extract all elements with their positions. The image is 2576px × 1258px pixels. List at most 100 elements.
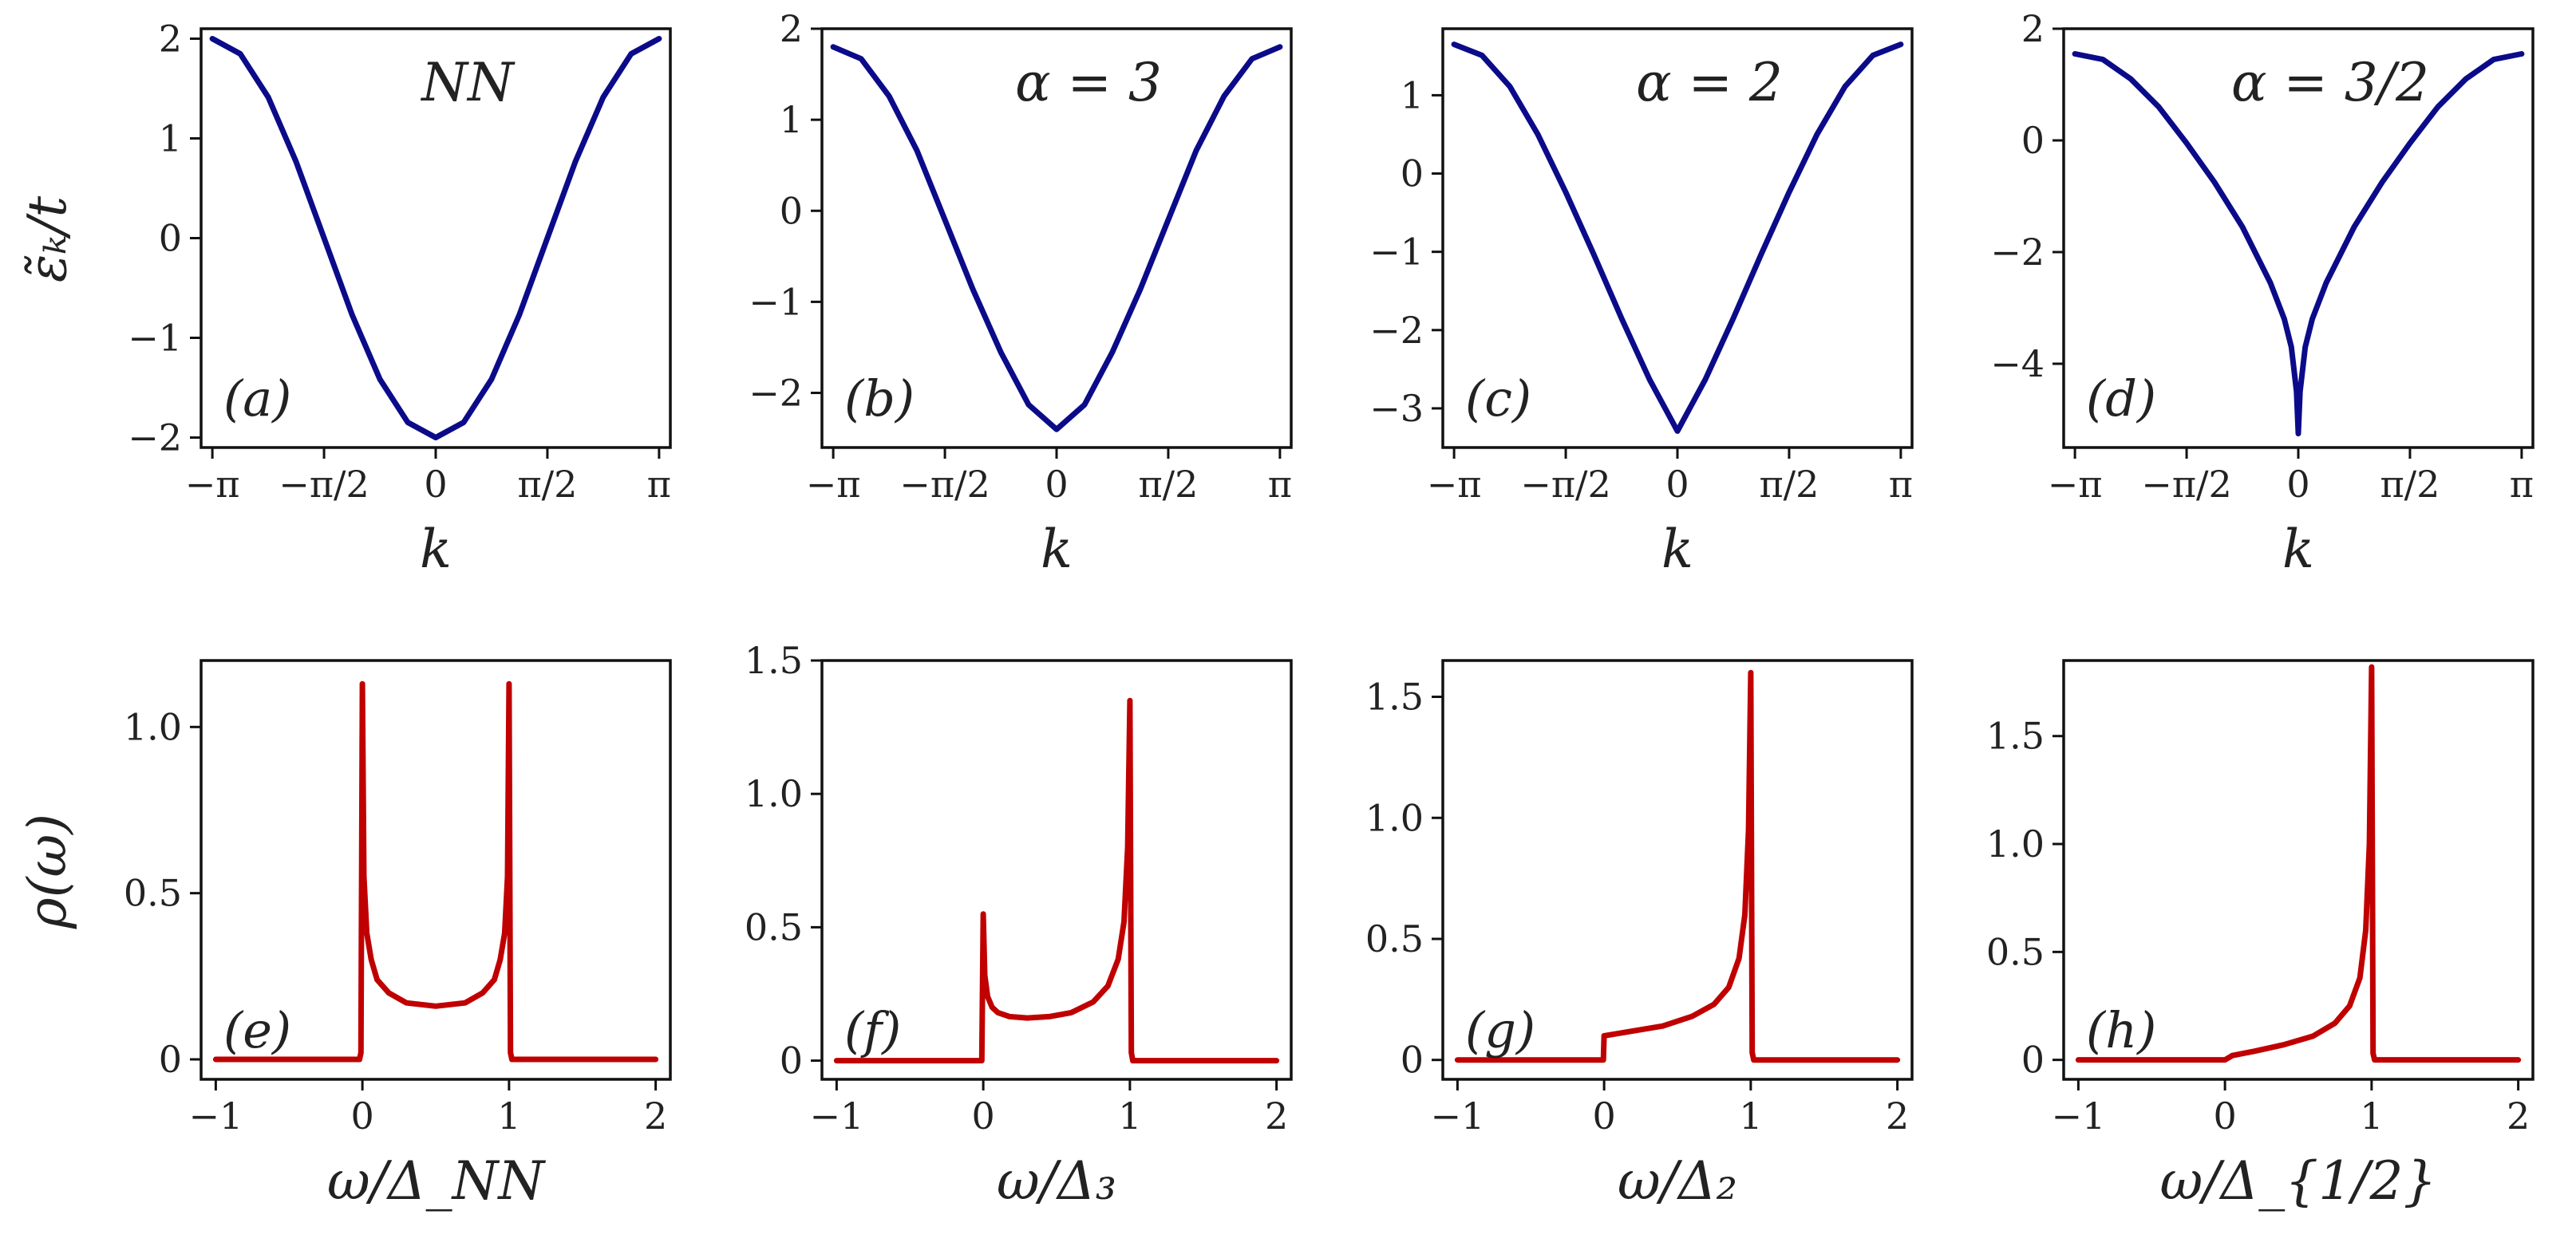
series-line-a	[209, 36, 662, 440]
x-tick-label-e: 0	[350, 1094, 373, 1138]
y-tick-label-g: 0	[1401, 1039, 1424, 1082]
panel-title-d: α = 3/2	[2231, 52, 2429, 113]
x-tick-label-g: 0	[1592, 1094, 1615, 1138]
y-tick-label-a: 1	[159, 117, 182, 160]
y-tick-label-c: −1	[1369, 231, 1424, 274]
series-line-h	[2075, 664, 2522, 1063]
y-tick-label-g: 1.0	[1365, 796, 1424, 839]
x-tick-label-f: 0	[971, 1094, 994, 1138]
x-tick-label-a: π	[647, 463, 671, 506]
y-tick-label-d: 0	[2021, 119, 2045, 162]
top-row-ylabel: ε̃ₖ/t	[17, 195, 78, 282]
y-tick-label-h: 1.0	[1986, 822, 2045, 866]
x-tick-label-c: −π	[1427, 463, 1482, 506]
y-tick-label-f: 1.0	[745, 772, 803, 815]
series-line-d	[2072, 51, 2525, 436]
x-tick-label-a: 0	[424, 463, 447, 506]
y-tick-label-h: 0.5	[1986, 930, 2045, 973]
x-tick-label-d: 0	[2286, 463, 2309, 506]
panel-a: −π −π/2 0 π/2 π −2 −1 0 1 2 k (a) NN	[128, 18, 672, 580]
x-tick-label-g: 2	[1886, 1094, 1909, 1138]
y-tick-label-d: −2	[1990, 231, 2045, 274]
series-line-c	[1451, 41, 1904, 434]
panel-title-a: NN	[420, 52, 516, 113]
panel-h: −1 0 1 200.51.01.5ω/Δ_{1/2}(h)	[1986, 659, 2535, 1212]
y-tick-label-e: 1.0	[124, 705, 182, 748]
series-line-e	[212, 680, 659, 1063]
x-axis-label-g: ω/Δ₂	[1618, 1150, 1737, 1212]
y-tick-label-d: −4	[1990, 342, 2045, 385]
y-tick-label-e: 0	[159, 1038, 182, 1081]
x-tick-label-g: −1	[1430, 1094, 1484, 1138]
x-tick-label-e: 1	[497, 1094, 520, 1138]
x-axis-label-a: k	[420, 519, 452, 580]
y-tick-label-e: 0.5	[124, 872, 182, 915]
x-axis-label-b: k	[1041, 519, 1073, 580]
y-tick-label-a: 2	[159, 18, 182, 61]
y-tick-label-h: 1.5	[1986, 715, 2045, 758]
x-tick-label-h: 0	[2213, 1094, 2236, 1138]
y-tick-label-a: 0	[159, 217, 182, 260]
panel-b: −π −π/2 0 π/2 π −2 −1 0 1 2 k (b) α = 3	[749, 7, 1293, 580]
panel-tag-c: (c)	[1465, 369, 1531, 428]
x-tick-label-f: −1	[809, 1094, 863, 1138]
panel-tag-f: (f)	[844, 1001, 901, 1059]
x-tick-label-b: π/2	[1138, 463, 1198, 506]
panel-tag-g: (g)	[1465, 1001, 1535, 1059]
x-tick-label-h: −1	[2051, 1094, 2105, 1138]
bottom-row-ylabel: ρ(ω)	[17, 814, 78, 929]
axes-frame-h	[2062, 659, 2535, 1081]
x-tick-label-h: 2	[2507, 1094, 2530, 1138]
x-tick-label-a: π/2	[517, 463, 577, 506]
x-tick-label-c: π/2	[1759, 463, 1819, 506]
x-tick-label-e: 2	[644, 1094, 667, 1138]
y-tick-label-c: −2	[1369, 309, 1424, 352]
y-tick-label-a: −2	[128, 416, 182, 459]
panel-tag-a: (a)	[223, 369, 291, 428]
y-tick-label-f: 0	[780, 1039, 803, 1083]
x-tick-label-c: −π/2	[1520, 463, 1611, 506]
panel-tag-d: (d)	[2086, 369, 2156, 428]
y-tick-label-f: 0.5	[745, 905, 803, 948]
x-tick-label-b: −π	[806, 463, 861, 506]
y-tick-label-a: −1	[128, 317, 182, 360]
panel-d: −π −π/2 0 π/2 π −4 −2 0 2 k (d) α = 3/2	[1990, 7, 2535, 580]
x-tick-label-d: −π	[2048, 463, 2103, 506]
y-tick-label-c: 0	[1401, 152, 1424, 195]
x-axis-label-e: ω/Δ_NN	[327, 1150, 546, 1212]
panel-e: −1 0 1 200.51.0ω/Δ_NN(e)	[124, 659, 672, 1212]
x-tick-label-d: π	[2510, 463, 2534, 506]
y-tick-label-d: 2	[2021, 7, 2045, 50]
x-axis-label-c: k	[1661, 519, 1693, 580]
x-tick-label-d: π/2	[2380, 463, 2440, 506]
panel-tag-h: (h)	[2086, 1001, 2156, 1059]
y-tick-label-c: 1	[1401, 73, 1424, 116]
series-line-g	[1454, 669, 1901, 1063]
x-tick-label-d: −π/2	[2141, 463, 2232, 506]
panel-g: −1 0 1 200.51.01.5ω/Δ₂(g)	[1365, 659, 1914, 1212]
y-tick-label-b: 0	[780, 189, 803, 232]
x-tick-label-c: 0	[1665, 463, 1689, 506]
y-tick-label-b: −1	[749, 280, 803, 323]
x-tick-label-g: 1	[1739, 1094, 1762, 1138]
x-tick-label-c: π	[1889, 463, 1913, 506]
axes-frame-e	[200, 659, 672, 1081]
x-tick-label-b: −π/2	[899, 463, 990, 506]
panel-tag-e: (e)	[223, 1001, 291, 1059]
x-tick-label-a: −π/2	[279, 463, 369, 506]
x-axis-label-f: ω/Δ₃	[997, 1150, 1116, 1212]
x-tick-label-b: 0	[1045, 463, 1068, 506]
series-line-f	[833, 697, 1280, 1064]
y-tick-label-f: 1.5	[745, 639, 803, 682]
axes-frame-g	[1441, 659, 1914, 1081]
x-tick-label-a: −π	[185, 463, 240, 506]
panel-title-c: α = 2	[1636, 52, 1783, 113]
x-tick-label-f: 1	[1118, 1094, 1141, 1138]
y-tick-label-b: 1	[780, 98, 803, 141]
axes-frame-f	[820, 659, 1293, 1081]
panel-c: −π −π/2 0 π/2 π −3 −2 −1 0 1 k (c) α = 2	[1369, 27, 1914, 580]
x-tick-label-f: 2	[1265, 1094, 1288, 1138]
panel-title-b: α = 3	[1015, 52, 1162, 113]
x-tick-label-b: π	[1268, 463, 1292, 506]
